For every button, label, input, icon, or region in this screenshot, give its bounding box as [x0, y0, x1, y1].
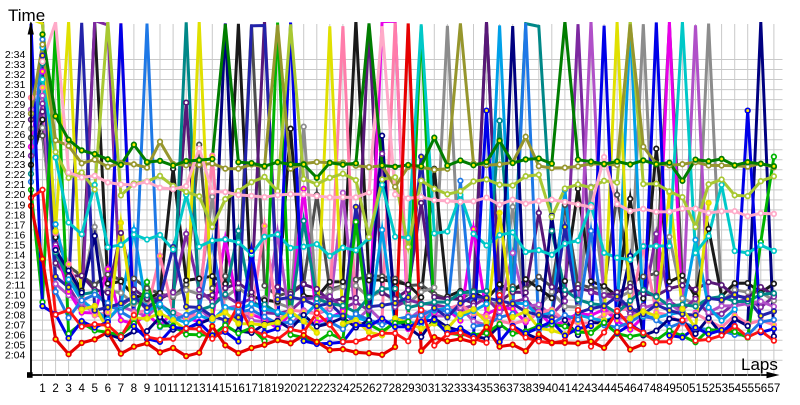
svg-text:17: 17	[245, 382, 258, 395]
svg-text:35: 35	[480, 382, 493, 395]
svg-text:2:30: 2:30	[5, 89, 26, 101]
svg-text:55: 55	[741, 382, 754, 395]
svg-text:30: 30	[415, 382, 428, 395]
svg-text:23: 23	[323, 382, 336, 395]
svg-text:2:17: 2:17	[5, 219, 26, 231]
svg-text:2:24: 2:24	[5, 149, 26, 161]
svg-text:47: 47	[637, 382, 650, 395]
svg-text:2:34: 2:34	[5, 49, 26, 61]
svg-text:51: 51	[689, 382, 702, 395]
svg-text:2:11: 2:11	[6, 280, 26, 292]
svg-text:Time: Time	[8, 6, 45, 25]
svg-text:2:18: 2:18	[5, 209, 26, 221]
svg-text:2:08: 2:08	[5, 310, 26, 322]
svg-text:4: 4	[78, 382, 85, 395]
svg-text:8: 8	[131, 382, 137, 395]
svg-text:2:06: 2:06	[5, 330, 26, 342]
svg-text:2:16: 2:16	[5, 229, 26, 241]
svg-text:2:28: 2:28	[5, 109, 26, 121]
svg-text:48: 48	[650, 382, 663, 395]
svg-text:21: 21	[297, 382, 310, 395]
svg-text:2:31: 2:31	[5, 79, 26, 91]
svg-text:34: 34	[467, 382, 480, 395]
svg-text:44: 44	[598, 382, 611, 395]
svg-text:9: 9	[144, 382, 150, 395]
svg-text:36: 36	[493, 382, 506, 395]
svg-text:2:13: 2:13	[5, 259, 26, 271]
svg-text:10: 10	[154, 382, 167, 395]
svg-text:19: 19	[271, 382, 284, 395]
svg-text:2:04: 2:04	[5, 350, 26, 362]
svg-text:2:15: 2:15	[5, 239, 26, 251]
svg-text:13: 13	[193, 382, 206, 395]
svg-text:20: 20	[284, 382, 297, 395]
svg-text:7: 7	[118, 382, 124, 395]
svg-text:2: 2	[52, 382, 58, 395]
svg-text:2:25: 2:25	[5, 139, 26, 151]
svg-text:2:07: 2:07	[5, 320, 26, 332]
svg-text:46: 46	[624, 382, 637, 395]
svg-text:27: 27	[376, 382, 389, 395]
svg-text:2:19: 2:19	[5, 199, 26, 211]
svg-text:2:23: 2:23	[5, 159, 26, 171]
svg-text:2:26: 2:26	[5, 129, 26, 141]
svg-text:2:27: 2:27	[5, 119, 26, 131]
svg-text:57: 57	[767, 382, 780, 395]
svg-text:33: 33	[454, 382, 467, 395]
svg-text:Laps: Laps	[741, 355, 778, 374]
svg-text:54: 54	[728, 382, 741, 395]
svg-text:53: 53	[715, 382, 728, 395]
svg-text:11: 11	[167, 382, 179, 395]
svg-text:37: 37	[506, 382, 519, 395]
svg-text:56: 56	[754, 382, 767, 395]
svg-text:2:09: 2:09	[5, 300, 26, 312]
svg-text:26: 26	[363, 382, 376, 395]
svg-text:2:32: 2:32	[5, 69, 26, 81]
svg-text:14: 14	[206, 382, 219, 395]
svg-text:45: 45	[611, 382, 624, 395]
svg-text:25: 25	[349, 382, 362, 395]
svg-text:42: 42	[572, 382, 585, 395]
svg-text:16: 16	[232, 382, 245, 395]
svg-text:2:20: 2:20	[5, 189, 26, 201]
svg-text:2:12: 2:12	[5, 269, 26, 281]
svg-text:2:29: 2:29	[5, 99, 26, 111]
svg-text:39: 39	[532, 382, 545, 395]
svg-text:2:05: 2:05	[5, 340, 26, 352]
svg-text:41: 41	[558, 382, 571, 395]
svg-text:18: 18	[258, 382, 271, 395]
svg-text:12: 12	[180, 382, 193, 395]
svg-text:38: 38	[519, 382, 532, 395]
svg-text:50: 50	[676, 382, 689, 395]
svg-text:49: 49	[663, 382, 676, 395]
svg-text:52: 52	[702, 382, 715, 395]
svg-text:6: 6	[105, 382, 111, 395]
svg-text:15: 15	[219, 382, 232, 395]
svg-text:32: 32	[441, 382, 454, 395]
svg-text:3: 3	[65, 382, 71, 395]
svg-text:2:22: 2:22	[5, 169, 26, 181]
svg-text:2:14: 2:14	[5, 249, 26, 261]
svg-text:2:21: 2:21	[5, 179, 26, 191]
svg-text:31: 31	[428, 382, 441, 395]
svg-text:24: 24	[336, 382, 349, 395]
svg-text:43: 43	[585, 382, 598, 395]
svg-text:22: 22	[310, 382, 323, 395]
svg-text:2:10: 2:10	[5, 290, 26, 302]
svg-text:2:33: 2:33	[5, 59, 26, 71]
svg-text:28: 28	[389, 382, 402, 395]
svg-text:1: 1	[39, 382, 45, 395]
svg-text:5: 5	[91, 382, 97, 395]
svg-text:29: 29	[402, 382, 415, 395]
svg-text:40: 40	[545, 382, 558, 395]
